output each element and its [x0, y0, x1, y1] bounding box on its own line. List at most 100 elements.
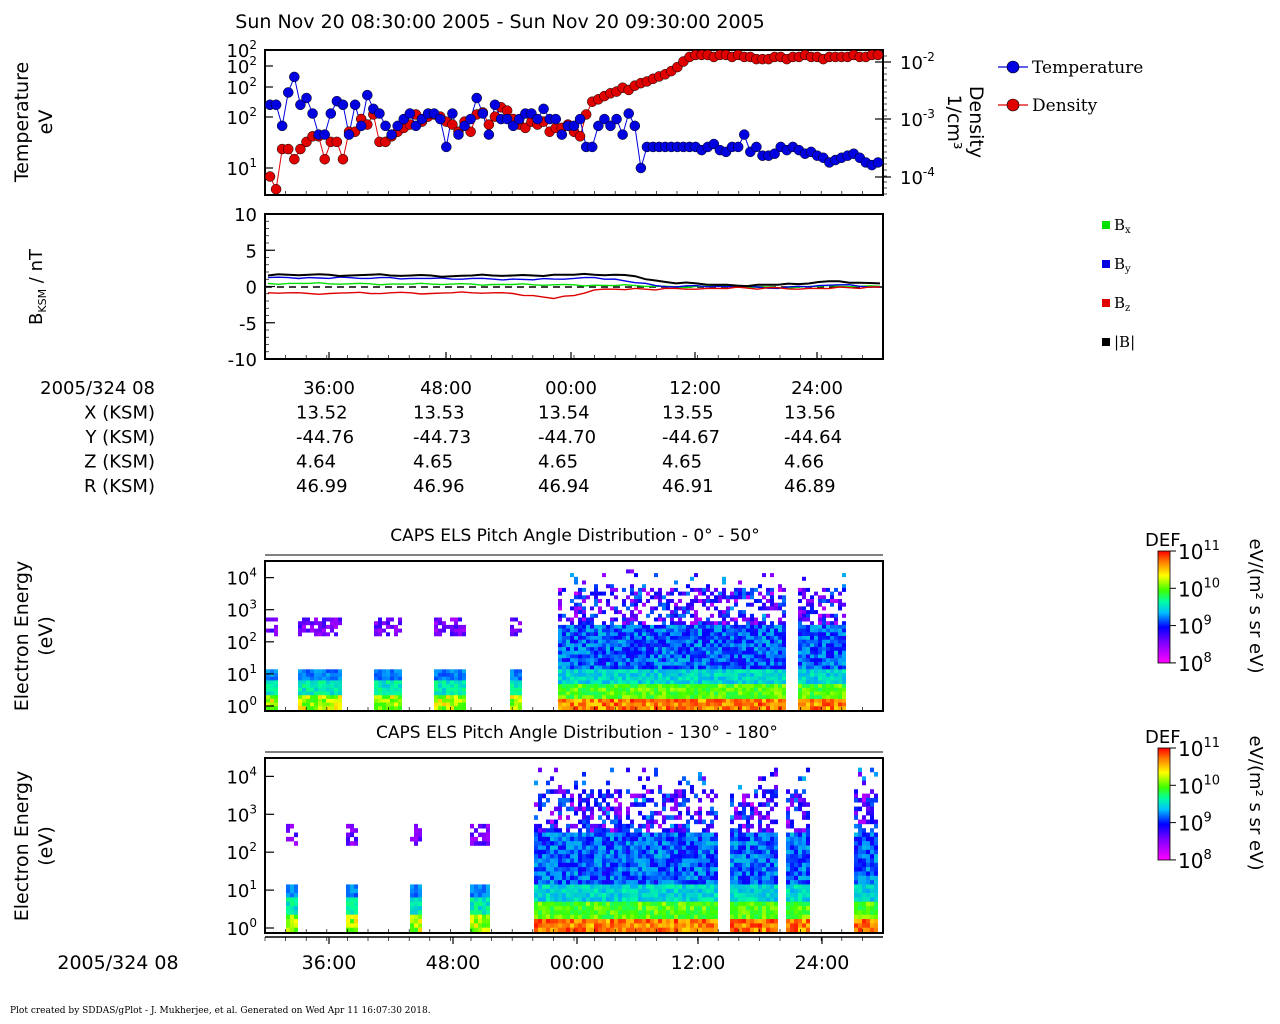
spectrogram-cell — [830, 706, 834, 711]
spectrogram-cell — [766, 858, 770, 864]
spectrogram-cell — [682, 639, 686, 644]
temperature-point — [635, 162, 647, 174]
spectrogram-cell — [598, 632, 602, 637]
spectrogram-cell — [266, 617, 270, 622]
spectrogram-cell — [622, 695, 626, 700]
ephemeris-value: 00:00 — [545, 378, 597, 399]
spectrogram-cell — [582, 884, 586, 890]
spectrogram-cell — [654, 767, 658, 773]
spectrogram-cell — [666, 862, 670, 868]
spectrogram-cell — [806, 880, 810, 885]
spectrogram-cell — [558, 832, 562, 838]
spectrogram-cell — [610, 828, 614, 833]
spectrogram-cell — [806, 884, 810, 890]
spectrogram-cell — [810, 702, 814, 707]
spectrogram-cell — [634, 901, 638, 907]
spectrogram-cell — [602, 858, 606, 864]
spectrogram-cell — [618, 832, 622, 838]
spectrogram-cell — [742, 923, 746, 928]
spectrogram-cell — [414, 910, 418, 915]
spectrogram-cell — [630, 919, 634, 924]
spectrogram-cell — [590, 854, 594, 859]
spectrogram-cell — [626, 884, 630, 890]
spectrogram-cell — [666, 702, 670, 707]
spectrogram-cell — [598, 871, 602, 877]
spectrogram-cell — [594, 706, 598, 711]
spectrogram-cell — [806, 632, 810, 637]
spectrogram-cell — [686, 806, 690, 812]
spectrogram-cell — [306, 676, 310, 681]
spectrogram-cell — [594, 591, 598, 596]
spectrogram-cell — [698, 621, 702, 626]
spectrogram-cell — [454, 702, 458, 707]
spectrogram-cell — [690, 789, 694, 794]
spectrogram-cell — [594, 658, 598, 663]
spectrogram-cell — [818, 595, 822, 600]
spectrogram-cell — [674, 828, 678, 833]
spectrogram-cell — [558, 665, 562, 670]
spectrogram-cell — [734, 639, 738, 644]
spectrogram-cell — [786, 858, 790, 864]
spectrogram-cell — [602, 639, 606, 644]
spectrogram-cell — [646, 643, 650, 648]
spectrogram-cell — [690, 880, 694, 885]
spectrogram-cell — [586, 698, 590, 703]
spectrogram-cell — [730, 632, 734, 637]
spectrogram-cell — [606, 806, 610, 812]
spectrogram-cell — [826, 665, 830, 670]
spectrogram-cell — [678, 647, 682, 652]
spectrogram-cell — [806, 767, 810, 773]
spectrogram-cell — [298, 687, 302, 692]
spectrogram-cell — [678, 901, 682, 907]
spectrogram-cell — [574, 897, 578, 903]
spectrogram-cell — [270, 676, 274, 681]
spectrogram-cell — [754, 706, 758, 711]
spectrogram-cell — [618, 691, 622, 696]
spectrogram-cell — [578, 650, 582, 655]
spectrogram-cell — [722, 610, 726, 615]
spectrogram-cell — [570, 884, 574, 890]
spectrogram-cell — [698, 628, 702, 633]
spectrogram-cell — [534, 780, 538, 786]
spectrogram-cell — [582, 858, 586, 864]
spectrogram-cell — [842, 584, 846, 589]
spectrogram-cell — [802, 927, 806, 933]
spectrogram-cell — [610, 875, 614, 881]
spectrogram-cell — [642, 893, 646, 898]
spectrogram-cell — [602, 702, 606, 707]
spectrogram-cell — [714, 702, 718, 707]
spectrogram-cell — [542, 849, 546, 855]
spectrogram-cell — [486, 888, 490, 894]
spectrogram-cell — [626, 789, 630, 794]
spectrogram-cell — [686, 702, 690, 707]
spectrogram-cell — [550, 888, 554, 894]
spectrogram-cell — [666, 849, 670, 855]
spectrogram-cell — [674, 802, 678, 807]
spectrogram-cell — [574, 602, 578, 607]
spectrogram-cell — [486, 914, 490, 920]
spectrogram-cell — [818, 602, 822, 607]
spectrogram-cell — [650, 680, 654, 685]
spectrogram-cell — [790, 884, 794, 890]
spectrogram-cell — [774, 867, 778, 872]
spectrogram-cell — [874, 836, 878, 842]
spectrogram-cell — [630, 858, 634, 864]
spectrogram-cell — [670, 919, 674, 924]
spectrogram-cell — [562, 841, 566, 846]
spectrogram-cell — [734, 650, 738, 655]
spectrogram-cell — [646, 676, 650, 681]
spectrogram-cell — [606, 698, 610, 703]
spectrogram-cell — [870, 828, 874, 833]
spectrogram-cell — [690, 636, 694, 640]
spectrogram-cell — [346, 888, 350, 894]
spectrogram-cell — [314, 695, 318, 700]
spectrogram-cell — [638, 665, 642, 670]
spectrogram-cell — [718, 706, 722, 711]
spectrogram-cell — [806, 587, 810, 592]
spectrogram-cell — [818, 624, 822, 629]
spectrogram-cell — [570, 845, 574, 851]
spectrogram-cell — [762, 880, 766, 885]
spectrogram-cell — [598, 828, 602, 833]
spectrogram-cell — [682, 613, 686, 618]
spectrogram-cell — [662, 650, 666, 655]
